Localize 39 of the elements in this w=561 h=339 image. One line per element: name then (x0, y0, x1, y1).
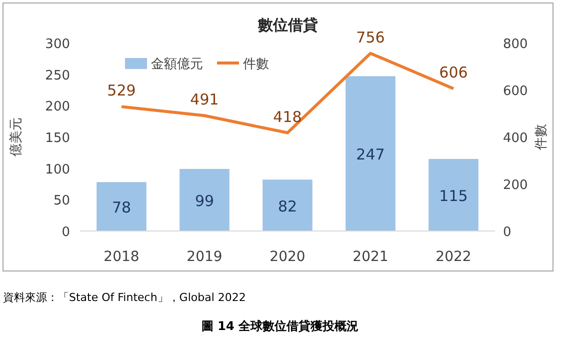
x-tick-label: 2021 (352, 249, 388, 265)
bar (96, 182, 146, 231)
data-label: 491 (190, 90, 219, 109)
source-note: 資料來源：「State Of Fintech」，Global 2022 (3, 291, 246, 304)
data-label: 99 (194, 192, 214, 210)
bar (180, 168, 230, 231)
y-tick-label: 100 (45, 162, 70, 178)
y-tick-label: 50 (53, 194, 70, 209)
bar (346, 76, 396, 231)
y2-tick-label: 0 (503, 225, 512, 240)
data-label: 606 (439, 64, 468, 82)
data-label: 247 (356, 146, 385, 164)
y2-tick-label: 600 (503, 84, 528, 99)
y-tick-label: 250 (45, 68, 70, 84)
y-axis-title: 億美元 (8, 118, 24, 156)
x-tick-label: 2022 (436, 249, 472, 265)
data-label: 418 (273, 108, 302, 126)
bar (428, 158, 478, 231)
data-label: 529 (107, 82, 136, 100)
y2-tick-label: 800 (503, 37, 528, 52)
y2-tick-label: 200 (503, 178, 528, 193)
y-tick-label: 150 (45, 131, 70, 146)
bar (262, 180, 312, 231)
legend-label: 金額億元 (151, 57, 203, 72)
chart-title: 數位借貸 (257, 16, 318, 34)
y-tick-label: 0 (62, 225, 70, 240)
data-label: 115 (439, 186, 468, 205)
y-tick-label: 300 (45, 37, 70, 52)
y-tick-label: 200 (45, 100, 70, 115)
data-label: 82 (278, 197, 298, 216)
data-label: 756 (356, 28, 385, 46)
legend-label: 件數 (243, 57, 269, 72)
x-tick-label: 2018 (104, 249, 140, 265)
data-label: 78 (112, 198, 132, 217)
y2-tick-label: 400 (503, 131, 528, 146)
x-tick-label: 2020 (270, 249, 306, 265)
y2-axis-title: 件數 (534, 124, 549, 150)
x-tick-label: 2019 (186, 249, 222, 265)
caption: 圖 14 全球數位借貸獲投概況 (201, 319, 359, 333)
